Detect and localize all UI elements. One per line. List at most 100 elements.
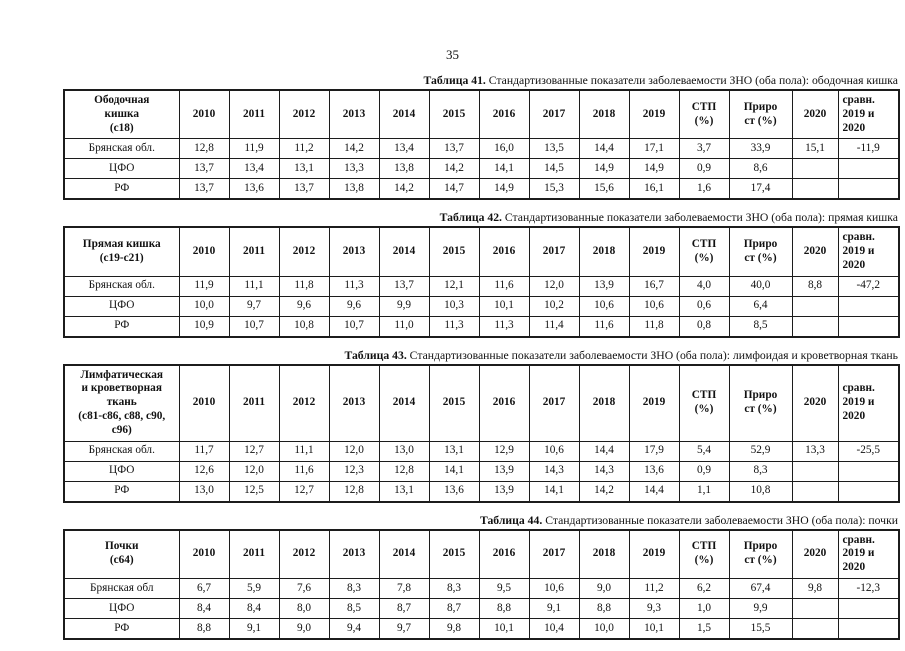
column-header: 2018 (578, 89, 630, 140)
column-header: 2012 (278, 529, 330, 579)
column-header: сравн. 2019 и 2020 (837, 226, 900, 277)
data-cell: 1,6 (678, 178, 730, 200)
column-header: 2019 (628, 89, 680, 140)
data-cell: 9,6 (278, 295, 330, 317)
column-header: 2015 (428, 364, 480, 442)
data-cell: 9,1 (228, 617, 280, 640)
column-header: 2017 (528, 89, 580, 140)
data-cell: 14,4 (578, 138, 630, 160)
data-cell: 13,1 (428, 440, 480, 462)
data-cell: 9,4 (328, 617, 380, 640)
table-row: РФ 13,0 12,5 12,7 12,8 13,1 13,6 13,9 14,1 14,2 14… (63, 480, 900, 503)
data-cell: 9,8 (791, 577, 839, 599)
data-cell: 13,9 (478, 460, 530, 482)
row-label: РФ (63, 178, 180, 200)
data-cell: 1,5 (678, 617, 730, 640)
header-row: Ободочная кишка (с18) 2010 2011 2012 2013 201… (63, 89, 900, 140)
data-cell (791, 460, 839, 482)
column-header: 2018 (578, 529, 630, 579)
column-header: СТП (%) (678, 226, 730, 277)
data-cell: 12,1 (428, 275, 480, 297)
data-cell: 10,6 (578, 295, 630, 317)
column-header: 2016 (478, 529, 530, 579)
data-cell (837, 295, 900, 317)
data-cell: 1,0 (678, 597, 730, 619)
data-cell: 4,0 (678, 275, 730, 297)
data-cell: 14,3 (578, 460, 630, 482)
row-label: Брянская обл. (63, 440, 180, 462)
table-block: Таблица 44. Стандартизованные показатели… (63, 513, 900, 640)
column-header: 2020 (791, 226, 839, 277)
table-title-text: Стандартизованные показатели заболеваемо… (501, 211, 898, 225)
data-cell: 13,1 (378, 480, 430, 503)
data-cell (791, 617, 839, 640)
data-cell: 8,3 (728, 460, 793, 482)
data-cell (791, 295, 839, 317)
data-cell: 16,1 (628, 178, 680, 200)
data-cell (837, 617, 900, 640)
column-header: 2017 (528, 364, 580, 442)
data-cell: 13,4 (228, 158, 280, 180)
data-cell: 10,3 (428, 295, 480, 317)
data-cell: 11,6 (478, 275, 530, 297)
data-cell: 10,1 (478, 295, 530, 317)
data-cell: 8,3 (328, 577, 380, 599)
data-cell: 6,7 (178, 577, 230, 599)
data-cell: 13,0 (178, 480, 230, 503)
data-cell: 8,0 (278, 597, 330, 619)
table-row: Брянская обл. 12,8 11,9 11,2 14,2 13,4 13,7 16,… (63, 138, 900, 160)
table-title-text: Стандартизованные показатели заболеваемо… (542, 513, 898, 527)
row-label: Брянская обл. (63, 275, 180, 297)
table-title: Таблица 41. Стандартизованные показатели… (63, 74, 898, 87)
data-cell: 52,9 (728, 440, 793, 462)
data-cell: 13,5 (528, 138, 580, 160)
data-cell: 13,7 (278, 178, 330, 200)
data-cell: 8,8 (178, 617, 230, 640)
data-cell: 14,1 (528, 480, 580, 503)
column-header: 2013 (328, 89, 380, 140)
data-cell: 9,6 (328, 295, 380, 317)
column-header: 2020 (791, 364, 839, 442)
table-title: Таблица 42. Стандартизованные показатели… (63, 211, 898, 224)
column-header: 2012 (278, 89, 330, 140)
data-cell: 12,5 (228, 480, 280, 503)
data-cell: -12,3 (837, 577, 900, 599)
data-cell: 10,1 (628, 617, 680, 640)
data-cell: 17,9 (628, 440, 680, 462)
table-title-text: Стандартизованные показатели заболеваемо… (485, 74, 898, 87)
data-cell: 13,8 (378, 158, 430, 180)
data-cell: 10,4 (528, 617, 580, 640)
table-block: Таблица 41. Стандартизованные показатели… (63, 74, 900, 201)
table-title-number: Таблица 41. (423, 74, 486, 87)
data-cell: 9,7 (228, 295, 280, 317)
data-table: Прямая кишка (с19-с21) 2010 2011 2012 2013 20… (63, 226, 900, 338)
column-header: 2016 (478, 226, 530, 277)
table-title: Таблица 43. Стандартизованные показатели… (63, 349, 898, 362)
data-cell: 12,8 (328, 480, 380, 503)
data-cell: 13,3 (328, 158, 380, 180)
data-cell: 11,8 (278, 275, 330, 297)
column-header: 2017 (528, 226, 580, 277)
table-row: Брянская обл 6,7 5,9 7,6 8,3 7,8 8,3 9,5 10,6 9,0… (63, 577, 900, 599)
column-header: 2010 (178, 226, 230, 277)
data-cell: 11,0 (378, 315, 430, 338)
row-group-header: Ободочная кишка (с18) (63, 89, 180, 140)
row-group-header: Лимфатическая и кроветворная ткань (с81-… (63, 364, 180, 442)
data-cell: 11,1 (228, 275, 280, 297)
data-cell: 11,9 (228, 138, 280, 160)
data-cell: 8,7 (428, 597, 480, 619)
data-cell: 14,9 (578, 158, 630, 180)
data-cell: 7,8 (378, 577, 430, 599)
data-cell: 8,7 (378, 597, 430, 619)
data-cell (837, 178, 900, 200)
data-cell: -11,9 (837, 138, 900, 160)
data-cell: 40,0 (728, 275, 793, 297)
table-title-text: Стандартизованные показатели заболеваемо… (406, 348, 898, 362)
column-header: 2014 (378, 226, 430, 277)
data-cell: 9,9 (378, 295, 430, 317)
data-cell: 10,0 (178, 295, 230, 317)
data-cell: 10,7 (228, 315, 280, 338)
data-cell (837, 158, 900, 180)
table-row: ЦФО 12,6 12,0 11,6 12,3 12,8 14,1 13,9 14,3 14,3 1… (63, 460, 900, 482)
column-header: 2018 (578, 226, 630, 277)
